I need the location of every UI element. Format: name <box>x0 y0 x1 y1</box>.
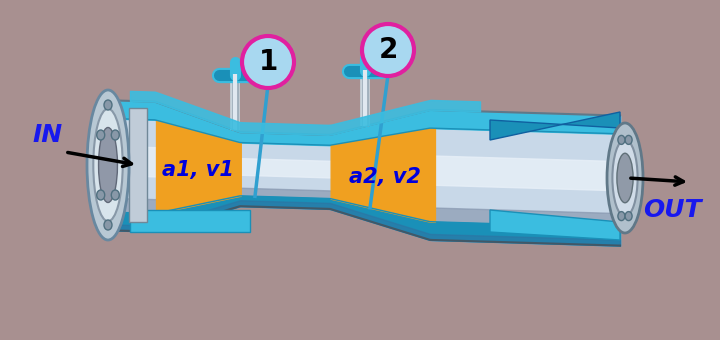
Text: a2, v2: a2, v2 <box>349 167 421 187</box>
Circle shape <box>242 36 294 88</box>
Ellipse shape <box>104 220 112 230</box>
Ellipse shape <box>617 153 633 203</box>
Ellipse shape <box>87 90 129 240</box>
Ellipse shape <box>607 123 643 233</box>
Ellipse shape <box>96 190 104 200</box>
Ellipse shape <box>112 190 120 200</box>
Polygon shape <box>129 108 147 222</box>
Ellipse shape <box>99 128 117 203</box>
Ellipse shape <box>112 130 120 140</box>
Ellipse shape <box>618 211 625 221</box>
Polygon shape <box>490 210 620 240</box>
Polygon shape <box>130 210 250 232</box>
Ellipse shape <box>96 130 104 140</box>
Ellipse shape <box>625 135 632 144</box>
Ellipse shape <box>625 211 632 221</box>
Text: 1: 1 <box>258 48 278 76</box>
Ellipse shape <box>94 109 122 221</box>
Polygon shape <box>490 112 620 140</box>
Text: a1, v1: a1, v1 <box>162 160 234 180</box>
Text: OUT: OUT <box>643 198 701 222</box>
Circle shape <box>362 24 414 76</box>
Ellipse shape <box>618 135 625 144</box>
Ellipse shape <box>613 139 638 217</box>
Ellipse shape <box>104 100 112 110</box>
Text: 2: 2 <box>378 36 397 64</box>
Text: IN: IN <box>33 123 63 147</box>
